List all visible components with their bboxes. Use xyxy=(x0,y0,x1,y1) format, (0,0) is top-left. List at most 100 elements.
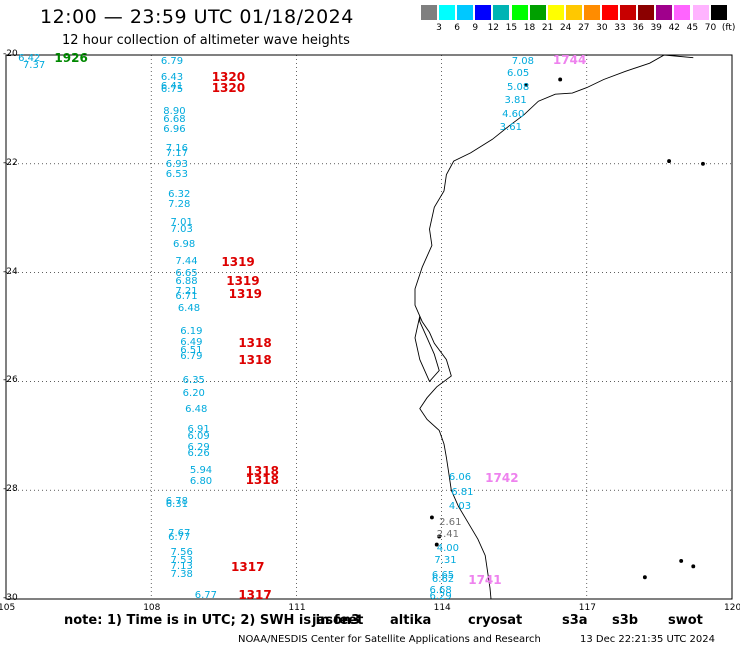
island xyxy=(524,82,529,87)
lon-label: 117 xyxy=(578,603,596,613)
wave-height-label: 7.67 xyxy=(168,527,191,539)
wave-height-label: 3.81 xyxy=(504,95,527,107)
island xyxy=(429,515,434,520)
wave-height-label: 6.77 xyxy=(168,532,191,544)
lat-label: -20 xyxy=(3,49,18,59)
wave-height-label: 6.29 xyxy=(187,442,210,454)
coastline xyxy=(414,54,705,600)
wave-height-label: 6.48 xyxy=(185,404,208,416)
page-title: 12:00 — 23:59 UTC 01/18/2024 xyxy=(40,6,354,28)
wave-height-label: 7.01 xyxy=(170,216,193,228)
wave-height-label: 6.48 xyxy=(177,303,201,315)
scale-swatch xyxy=(602,5,618,20)
lon-label: 108 xyxy=(143,603,161,613)
peninsula-path xyxy=(414,316,440,383)
scale-swatch xyxy=(674,5,691,20)
satellite-jason3: jason3 xyxy=(312,613,361,628)
island xyxy=(642,575,647,580)
scale-tick: 36 xyxy=(632,23,644,33)
wave-height-label: 6.78 xyxy=(165,496,188,508)
scale-tick: 45 xyxy=(686,23,699,33)
page-subtitle: 12 hour collection of altimeter wave hei… xyxy=(62,33,350,48)
scale-swatch xyxy=(710,5,727,20)
wave-height-label: 6.81 xyxy=(451,486,474,498)
wave-height-label: 6.68 xyxy=(429,584,452,596)
wave-height-label: 6.80 xyxy=(189,476,213,488)
scale-swatch xyxy=(421,5,437,20)
wave-height-label: 7.17 xyxy=(165,148,188,159)
scale-tick: 42 xyxy=(668,23,681,33)
wave-height-label: 6.98 xyxy=(172,239,196,251)
wave-height-label: 5.08 xyxy=(506,81,530,93)
lon-label: 120 xyxy=(724,603,740,613)
footer-timestamp: 13 Dec 22:21:35 UTC 2024 xyxy=(580,634,715,645)
scale-swatch xyxy=(656,5,673,20)
wave-height-label: 6.77 xyxy=(194,590,218,602)
scale-tick: 24 xyxy=(559,23,572,33)
scale-tick: 12 xyxy=(487,23,500,33)
scale-tick: 30 xyxy=(596,23,608,33)
wave-height-label: 7.44 xyxy=(175,255,198,267)
wave-height-label: 6.09 xyxy=(187,431,210,443)
wave-height-label: 7.03 xyxy=(170,224,193,236)
wave-height-label: 7.08 xyxy=(511,56,535,68)
wave-height-label: 6.06 xyxy=(448,472,472,484)
island xyxy=(691,564,696,569)
scale-tick: 21 xyxy=(541,23,554,33)
wave-height-label: 6.29 xyxy=(429,591,452,603)
pass-time-label: 1318 xyxy=(245,464,279,479)
wave-height-label: 7.56 xyxy=(170,546,193,558)
wave-height-label: 7.16 xyxy=(165,143,188,155)
pass-time-label: 1317 xyxy=(231,560,265,575)
lat-label: -26 xyxy=(3,375,18,386)
lon-label: 114 xyxy=(433,603,451,613)
scale-swatch xyxy=(583,5,600,20)
map-frame xyxy=(5,54,733,600)
scale-tick: 9 xyxy=(472,23,479,33)
island xyxy=(434,542,439,547)
wave-height-label: 6.91 xyxy=(187,424,210,436)
wave-height-label: 6.93 xyxy=(165,159,188,171)
lon-label: 105 xyxy=(0,603,16,613)
wave-height-label: 8.90 xyxy=(163,106,186,118)
scale-swatch xyxy=(620,5,637,20)
wave-height-label: 6.51 xyxy=(180,345,203,357)
satellite-s3a: s3a xyxy=(562,613,588,628)
pass-time-label: 1318 xyxy=(245,473,279,488)
scale-tick: 15 xyxy=(505,23,518,33)
wave-height-label: 6.05 xyxy=(506,68,530,80)
scale-tick: 6 xyxy=(454,23,460,33)
satellite-s3b: s3b xyxy=(612,613,639,628)
lat-label: -28 xyxy=(3,484,18,495)
island xyxy=(701,161,705,166)
wave-height-label: 4.03 xyxy=(448,500,472,512)
wave-height-label: 2.61 xyxy=(439,516,462,528)
scale-swatch xyxy=(493,5,510,20)
lat-label: -30 xyxy=(3,593,18,603)
wave-height-label: 6.79 xyxy=(180,350,203,362)
lon-label: 111 xyxy=(288,603,306,613)
wave-height-label: 7.13 xyxy=(170,561,193,573)
wave-height-label: 7.38 xyxy=(170,568,193,580)
scale-tick: 33 xyxy=(614,23,626,33)
pass-time-label: 1317 xyxy=(238,587,272,602)
lat-label: -24 xyxy=(3,266,18,277)
pass-time-label: 1744 xyxy=(552,53,587,68)
pass-time-label: 1319 xyxy=(228,287,263,302)
satellite-altika: altika xyxy=(390,613,432,628)
satellite-swot: swot xyxy=(668,613,703,628)
scale-swatch xyxy=(439,5,456,20)
wave-height-label: 6.53 xyxy=(165,168,188,180)
wave-height-label: 6.65 xyxy=(175,268,198,280)
scale-swatch xyxy=(565,5,582,20)
pass-time-label: 1926 xyxy=(54,50,88,65)
wave-height-label: 7.37 xyxy=(22,59,46,71)
pass-time-label: 1319 xyxy=(221,254,255,269)
wave-height-label: 6.20 xyxy=(182,387,205,399)
wave-height-label: 4.00 xyxy=(436,542,460,554)
wave-height-label: 6.65 xyxy=(431,570,455,582)
scale-swatch xyxy=(529,5,546,20)
pass-time-label: 1318 xyxy=(238,352,272,367)
wave-height-label: 6.32 xyxy=(168,189,191,201)
